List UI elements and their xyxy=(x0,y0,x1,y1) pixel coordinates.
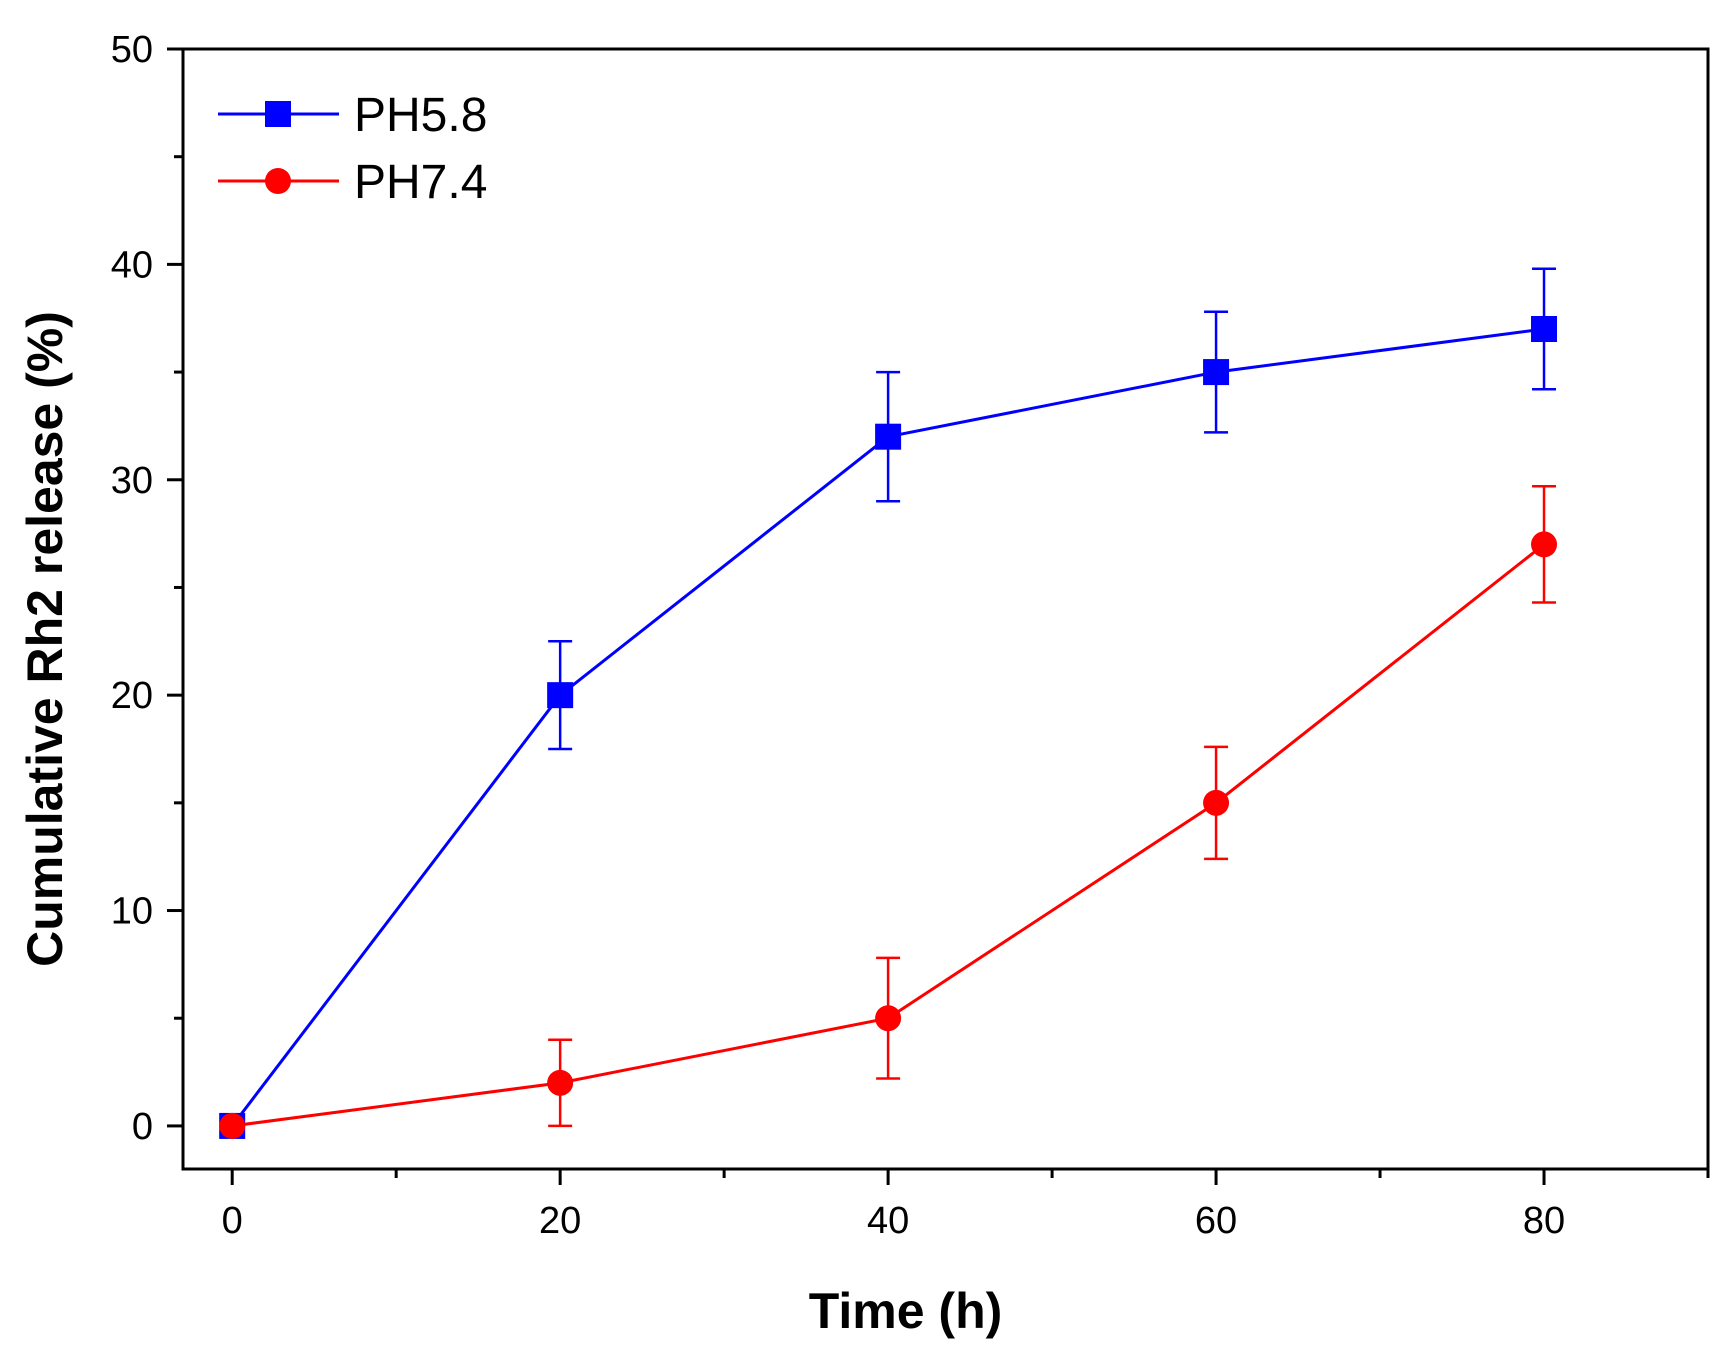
data-point xyxy=(547,682,574,709)
plot-frame xyxy=(181,47,1710,1171)
data-point xyxy=(1203,789,1230,816)
y-tick-label: 10 xyxy=(111,891,153,933)
legend-item-PH5.8: PH5.8 xyxy=(218,89,487,142)
x-tick-label: 60 xyxy=(1195,1200,1237,1242)
data-point xyxy=(875,1005,902,1032)
axes-layer: 0 10 20 30 40 50 0 20 40 60 80 xyxy=(111,29,1710,1242)
y-tick-label: 30 xyxy=(111,460,153,502)
data-point xyxy=(547,1069,574,1096)
legend-marker xyxy=(265,101,291,127)
data-point xyxy=(1531,531,1558,558)
y-tick-label: 0 xyxy=(132,1106,153,1148)
x-axis-title: Time (h) xyxy=(809,1283,1003,1339)
x-tick-label: 0 xyxy=(222,1200,243,1242)
legend-item-PH7.4: PH7.4 xyxy=(218,156,487,209)
y-tick-label: 50 xyxy=(111,29,153,71)
data-point xyxy=(875,423,902,450)
y-axis-title: Cumulative Rh2 release (%) xyxy=(17,311,73,967)
legend-label: PH5.8 xyxy=(354,89,487,142)
legend-label: PH7.4 xyxy=(354,156,487,209)
y-tick-label: 20 xyxy=(111,675,153,717)
data-point xyxy=(1203,359,1230,386)
x-tick-label: 40 xyxy=(867,1200,909,1242)
legend-marker xyxy=(265,168,291,194)
legend: PH5.8 PH7.4 xyxy=(218,89,487,209)
x-tick-label: 80 xyxy=(1523,1200,1565,1242)
data-point xyxy=(219,1112,246,1139)
y-tick-label: 40 xyxy=(111,244,153,286)
data-point xyxy=(1531,316,1558,342)
series-layer xyxy=(219,267,1558,1139)
series-PH7.4 xyxy=(219,484,1558,1139)
x-tick-label: 20 xyxy=(539,1200,581,1242)
